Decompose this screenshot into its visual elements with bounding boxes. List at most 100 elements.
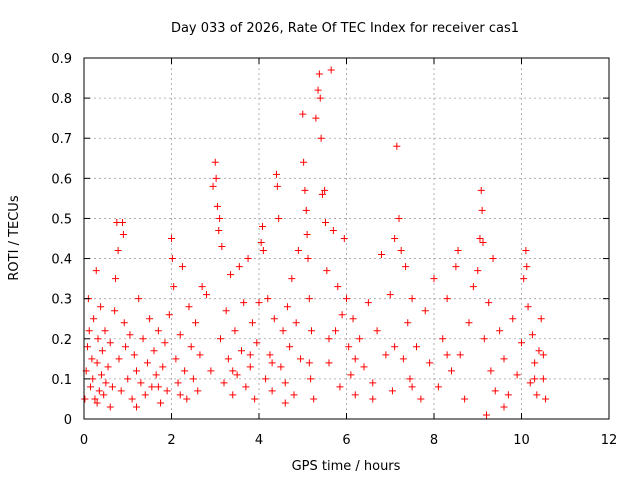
data-point [314, 86, 322, 94]
data-point [535, 347, 543, 355]
data-point [178, 263, 186, 271]
y-tick-label: 0.1 [51, 373, 72, 388]
data-point [485, 299, 493, 307]
data-point [439, 335, 447, 343]
data-point [176, 331, 184, 339]
data-point [489, 255, 497, 263]
data-point [479, 239, 487, 247]
data-point [259, 247, 267, 255]
data-point [347, 371, 355, 379]
data-point [522, 247, 530, 255]
data-point [152, 371, 160, 379]
data-point [310, 395, 318, 403]
data-point [187, 343, 195, 351]
data-point [95, 387, 103, 395]
y-tick-label: 0.2 [51, 333, 72, 348]
data-point [397, 247, 405, 255]
data-point [321, 186, 329, 194]
data-point [185, 303, 193, 311]
data-point [218, 243, 226, 251]
data-point [351, 355, 359, 363]
x-tick-label: 6 [342, 433, 350, 448]
y-tick-label: 0.8 [51, 92, 72, 107]
data-point [244, 255, 252, 263]
data-point [233, 371, 241, 379]
data-point [402, 263, 410, 271]
data-point [283, 303, 291, 311]
data-point [196, 351, 204, 359]
y-tick-label: 0.3 [51, 293, 72, 308]
data-point [222, 307, 230, 315]
data-point [478, 206, 486, 214]
data-point [259, 222, 266, 230]
data-point [90, 315, 98, 323]
data-point [246, 363, 254, 371]
data-point [257, 239, 265, 247]
data-point [168, 235, 175, 242]
data-point [229, 391, 237, 399]
data-point [286, 343, 294, 351]
data-point [93, 359, 101, 367]
data-point [273, 182, 281, 190]
data-point [334, 283, 342, 291]
y-axis-label: ROTI / TECUs [7, 195, 22, 280]
data-point [364, 299, 372, 307]
chart-title: Day 033 of 2026, Rate Of TEC Index for r… [171, 21, 519, 36]
data-point [378, 251, 385, 259]
data-point [504, 391, 512, 399]
data-point [154, 383, 162, 391]
x-tick-label: 4 [255, 433, 263, 448]
data-point [349, 315, 357, 323]
data-point [531, 359, 539, 367]
data-point [112, 275, 119, 283]
data-point [294, 247, 302, 255]
data-point [130, 351, 138, 359]
data-point [509, 315, 517, 323]
data-point [119, 218, 126, 226]
data-point [231, 327, 239, 335]
data-point [452, 263, 460, 271]
data-point [189, 375, 197, 383]
data-point [406, 375, 414, 383]
data-point [213, 202, 221, 210]
data-point [305, 359, 313, 367]
data-point [217, 335, 224, 343]
data-point [413, 343, 420, 351]
data-point [159, 363, 167, 371]
data-point [300, 158, 308, 166]
data-point [417, 395, 425, 403]
data-point [426, 359, 434, 367]
data-point [211, 158, 219, 166]
data-point [461, 395, 469, 403]
data-point [139, 335, 147, 343]
data-point [143, 359, 151, 367]
data-point [281, 399, 289, 407]
data-point [238, 347, 245, 355]
data-point [141, 391, 149, 399]
data-point [135, 295, 143, 303]
data-point [174, 379, 182, 387]
data-point [393, 142, 401, 150]
data-point [487, 367, 495, 375]
data-point [215, 226, 223, 234]
y-tick-label: 0 [64, 413, 72, 428]
data-point [94, 335, 102, 343]
data-point [281, 379, 289, 387]
data-point [268, 387, 276, 395]
data-point [302, 206, 310, 214]
data-point [539, 351, 547, 359]
data-point [154, 327, 162, 335]
data-point [526, 379, 534, 387]
data-point [104, 363, 112, 371]
data-point [102, 379, 110, 387]
data-point [97, 303, 105, 311]
data-point [266, 351, 274, 359]
y-tick-label: 0.9 [51, 52, 72, 67]
data-point [114, 247, 122, 255]
data-point [395, 214, 403, 222]
data-point [434, 383, 442, 391]
data-point [537, 315, 545, 323]
data-point [126, 331, 134, 339]
data-point [332, 327, 340, 335]
